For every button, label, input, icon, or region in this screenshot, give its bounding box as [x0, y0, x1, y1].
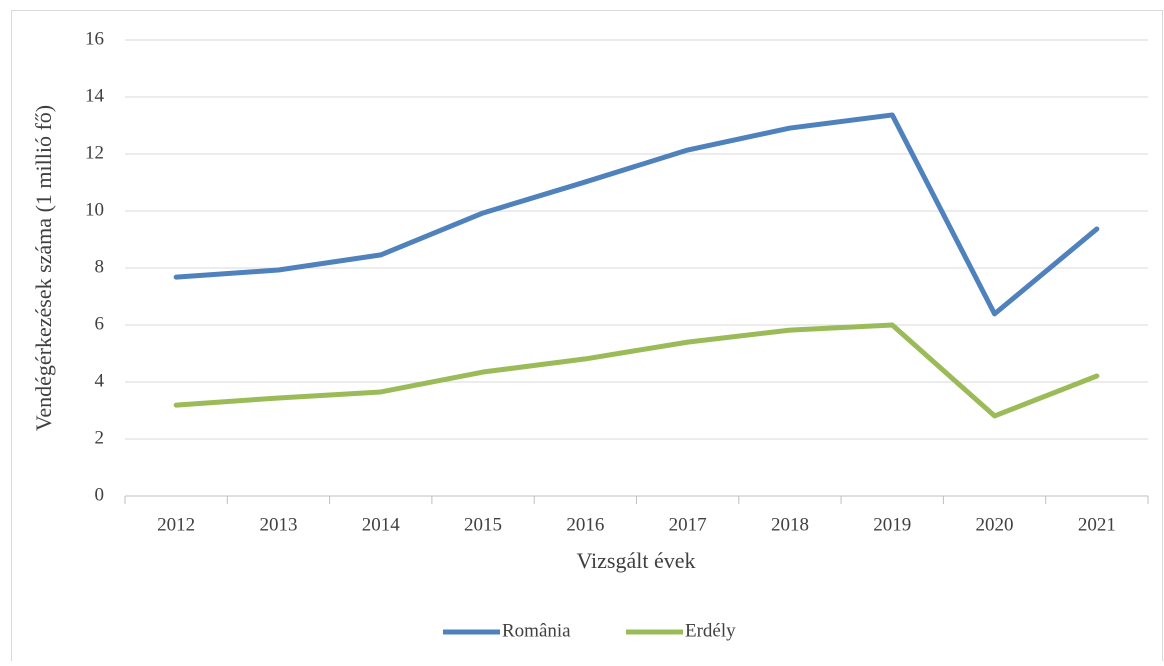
y-tick-label: 6: [95, 313, 105, 334]
chart-frame: [11, 10, 1163, 666]
x-tick-label: 2018: [771, 514, 809, 535]
x-tick-label: 2017: [669, 514, 707, 535]
x-tick-label: 2020: [976, 514, 1014, 535]
y-tick-label: 0: [95, 484, 105, 505]
x-tick-label: 2016: [566, 514, 604, 535]
x-tick-label: 2012: [157, 514, 195, 535]
line-series: [173, 112, 1100, 317]
y-tick-label: 8: [95, 256, 105, 277]
y-tick-label: 14: [85, 85, 105, 106]
y-tick-label: 2: [95, 427, 105, 448]
y-tick-label: 12: [85, 142, 104, 163]
x-tick-label: 2021: [1078, 514, 1116, 535]
y-tick-label: 16: [85, 28, 104, 49]
x-tick-label: 2013: [259, 514, 297, 535]
x-axis-label: Vizsgált évek: [576, 548, 695, 573]
x-tick-label: 2014: [362, 514, 401, 535]
y-tick-label: 10: [85, 199, 104, 220]
legend-label: Erdély: [685, 620, 736, 641]
y-tick-label: 4: [95, 370, 105, 391]
legend-label: România: [502, 620, 571, 641]
line-series: [173, 322, 1100, 419]
y-axis-label: Vendégérkezések száma (1 millió fő): [31, 105, 56, 431]
x-tick-label: 2015: [464, 514, 502, 535]
x-tick-label: 2019: [873, 514, 911, 535]
